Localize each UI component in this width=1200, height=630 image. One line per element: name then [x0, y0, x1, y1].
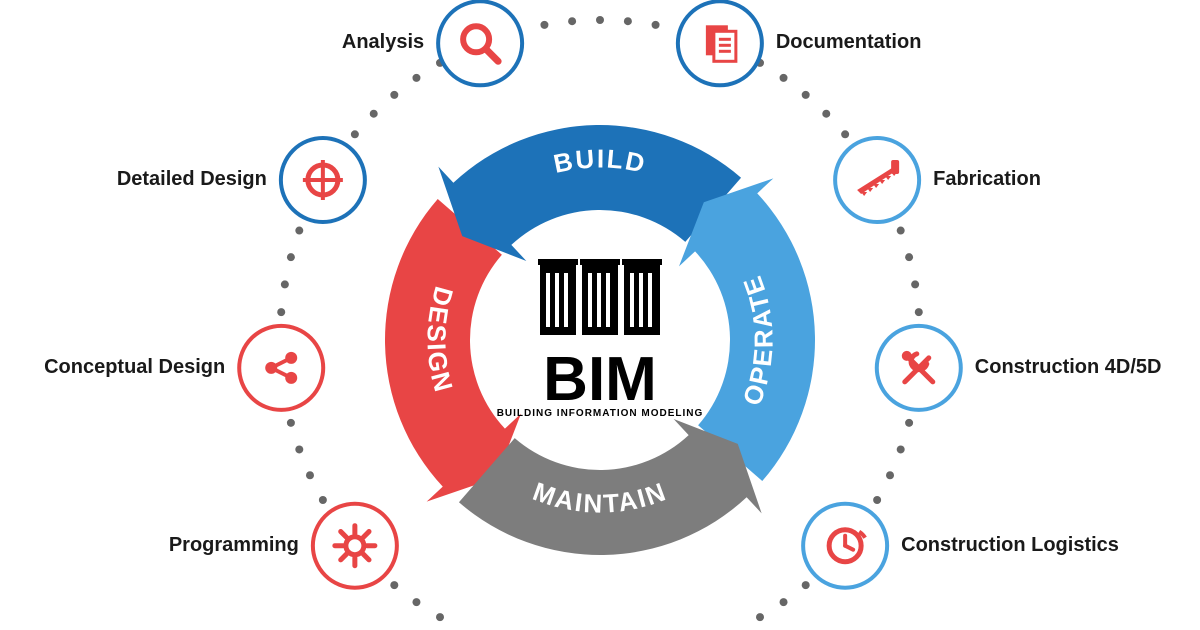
outer-label-logistics: Construction Logistics	[901, 534, 1119, 557]
outer-node-construction4d	[877, 326, 961, 410]
outer-node-documentation	[678, 1, 762, 85]
outer-label-analysis: Analysis	[342, 31, 424, 54]
conceptual-circle	[239, 326, 323, 410]
programming-circle	[313, 504, 397, 588]
outer-node-programming	[313, 504, 397, 588]
bim-diagram-stage: DESIGNBUILDOPERATEMAINTAINBIMBUILDING IN…	[0, 0, 1200, 630]
outer-label-conceptual: Conceptual Design	[44, 356, 225, 379]
outer-node-analysis	[438, 1, 522, 85]
analysis-circle	[438, 1, 522, 85]
outer-node-fabrication	[835, 138, 919, 222]
outer-label-programming: Programming	[169, 534, 299, 557]
outer-label-fabrication: Fabrication	[933, 168, 1041, 191]
outer-label-detailed: Detailed Design	[117, 168, 267, 191]
outer-label-construction4d: Construction 4D/5D	[975, 356, 1162, 379]
center-subtitle: BUILDING INFORMATION MODELING	[497, 408, 704, 419]
outer-node-detailed	[281, 138, 365, 222]
center-logo: BIMBUILDING INFORMATION MODELING	[497, 259, 704, 419]
outer-node-logistics	[803, 504, 887, 588]
outer-node-conceptual	[239, 326, 323, 410]
outer-label-documentation: Documentation	[776, 31, 922, 54]
center-title: BIM	[543, 345, 657, 414]
